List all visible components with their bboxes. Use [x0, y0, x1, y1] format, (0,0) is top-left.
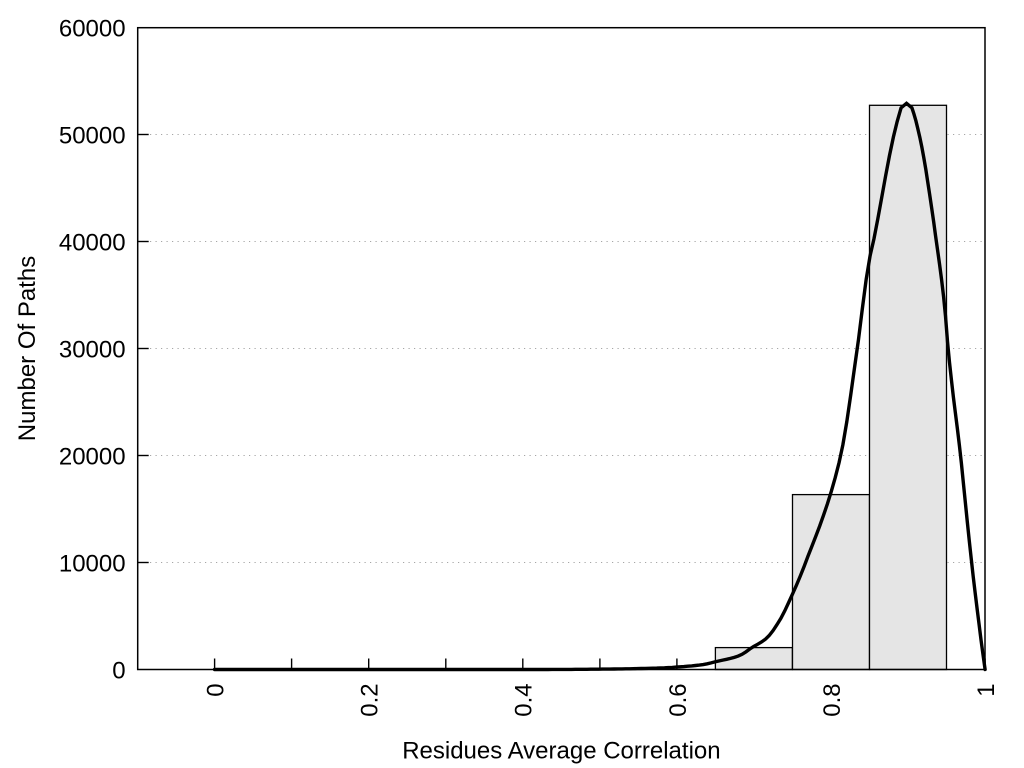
svg-text:50000: 50000 — [59, 122, 126, 149]
svg-text:1: 1 — [973, 683, 1000, 696]
svg-text:0.4: 0.4 — [511, 683, 538, 716]
svg-text:60000: 60000 — [59, 15, 126, 42]
svg-text:0.2: 0.2 — [357, 683, 384, 716]
svg-text:Number Of Paths: Number Of Paths — [14, 256, 41, 441]
svg-text:30000: 30000 — [59, 336, 126, 363]
svg-text:40000: 40000 — [59, 229, 126, 256]
svg-text:0.6: 0.6 — [665, 683, 692, 716]
svg-text:0.8: 0.8 — [819, 683, 846, 716]
svg-text:Residues Average Correlation: Residues Average Correlation — [402, 738, 720, 765]
svg-text:20000: 20000 — [59, 443, 126, 470]
svg-text:0: 0 — [112, 657, 125, 684]
svg-text:0: 0 — [203, 683, 230, 696]
svg-text:10000: 10000 — [59, 550, 126, 577]
